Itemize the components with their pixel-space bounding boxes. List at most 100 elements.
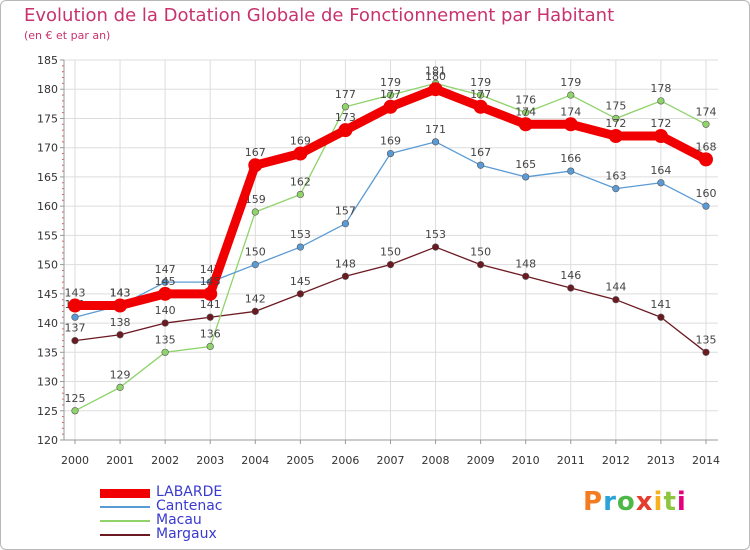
data-point — [296, 290, 304, 298]
data-label: 150 — [245, 246, 266, 259]
data-point — [657, 179, 665, 187]
data-point — [386, 149, 395, 158]
y-tick-label: 140 — [37, 317, 58, 330]
data-point — [612, 185, 620, 193]
x-tick-label: 2012 — [602, 454, 630, 467]
data-point — [567, 91, 575, 99]
logo-letter: i — [653, 487, 664, 517]
data-label: 179 — [380, 76, 401, 89]
data-label: 148 — [515, 257, 536, 270]
data-point — [657, 97, 665, 105]
x-tick-label: 2013 — [647, 454, 675, 467]
data-point — [251, 261, 259, 269]
data-label: 177 — [470, 88, 491, 101]
data-label: 181 — [425, 64, 446, 77]
data-label: 138 — [110, 316, 131, 329]
data-label: 180 — [425, 70, 446, 83]
data-label: 177 — [335, 88, 356, 101]
data-label: 145 — [155, 275, 176, 288]
data-label: 166 — [560, 152, 581, 165]
data-point — [341, 272, 350, 280]
data-label: 167 — [245, 146, 266, 159]
y-tick-label: 185 — [37, 54, 58, 67]
x-tick-label: 2011 — [557, 454, 585, 467]
logo-letter: i — [676, 487, 687, 517]
x-tick-label: 2001 — [106, 454, 134, 467]
data-label: 172 — [605, 117, 626, 130]
data-label: 135 — [695, 333, 716, 346]
data-label: 171 — [425, 123, 446, 136]
data-point — [248, 158, 263, 173]
data-point — [473, 99, 488, 114]
data-label: 143 — [65, 287, 86, 300]
data-label: 141 — [200, 298, 221, 311]
data-point — [477, 161, 485, 169]
data-point — [251, 208, 259, 216]
data-point — [428, 82, 443, 97]
data-label: 145 — [290, 275, 311, 288]
data-label: 144 — [605, 281, 626, 294]
x-tick-label: 2002 — [151, 454, 179, 467]
x-tick-label: 2007 — [376, 454, 404, 467]
y-tick-label: 180 — [37, 83, 58, 96]
y-tick-label: 125 — [37, 405, 58, 418]
y-tick-label: 120 — [37, 434, 58, 447]
data-point — [518, 117, 533, 132]
data-label: 145 — [200, 275, 221, 288]
data-point — [567, 167, 575, 175]
x-tick-label: 2004 — [241, 454, 269, 467]
data-point — [386, 261, 395, 269]
data-label: 143 — [110, 287, 131, 300]
x-tick-label: 2009 — [467, 454, 495, 467]
legend-swatch — [100, 520, 150, 522]
data-point — [116, 383, 124, 391]
data-point — [653, 129, 668, 143]
data-point — [161, 319, 169, 327]
x-tick-label: 2010 — [512, 454, 540, 467]
legend-swatch — [100, 506, 150, 508]
data-label: 146 — [560, 269, 581, 282]
x-tick-label: 2014 — [692, 454, 720, 467]
data-point — [477, 261, 485, 269]
data-point — [341, 103, 350, 111]
data-point — [161, 348, 169, 356]
y-tick-label: 160 — [37, 200, 58, 213]
plot-area — [64, 60, 718, 440]
proxiti-logo[interactable]: Proxiti — [583, 487, 687, 517]
data-label: 153 — [425, 228, 446, 241]
data-label: 141 — [650, 298, 671, 311]
data-point — [116, 331, 124, 339]
data-label: 125 — [65, 392, 86, 405]
y-tick-label: 135 — [37, 346, 58, 359]
data-point — [158, 286, 173, 301]
data-point — [522, 173, 530, 181]
data-point — [206, 342, 214, 351]
data-point — [657, 313, 665, 321]
data-label: 174 — [695, 105, 716, 118]
data-point — [702, 348, 710, 356]
data-point — [341, 220, 350, 228]
data-point — [203, 286, 218, 301]
data-label: 178 — [650, 82, 671, 95]
data-label: 135 — [155, 333, 176, 346]
y-tick-label: 150 — [37, 259, 58, 272]
data-point — [477, 91, 485, 99]
data-label: 173 — [335, 111, 356, 124]
legend-swatch — [100, 534, 150, 536]
y-tick-label: 170 — [37, 142, 58, 155]
data-point — [296, 243, 304, 251]
data-point — [251, 307, 259, 315]
data-label: 174 — [560, 105, 581, 118]
data-label: 163 — [605, 170, 626, 183]
x-tick-label: 2003 — [196, 454, 224, 467]
logo-letter: t — [663, 487, 677, 517]
x-tick-label: 2005 — [286, 454, 314, 467]
legend-swatch — [100, 489, 150, 498]
data-label: 140 — [155, 304, 176, 317]
data-label: 179 — [470, 76, 491, 89]
y-tick-label: 165 — [37, 171, 58, 184]
data-label: 143 — [110, 287, 131, 300]
data-label: 177 — [380, 88, 401, 101]
data-label: 175 — [605, 99, 626, 112]
data-point — [522, 109, 530, 117]
